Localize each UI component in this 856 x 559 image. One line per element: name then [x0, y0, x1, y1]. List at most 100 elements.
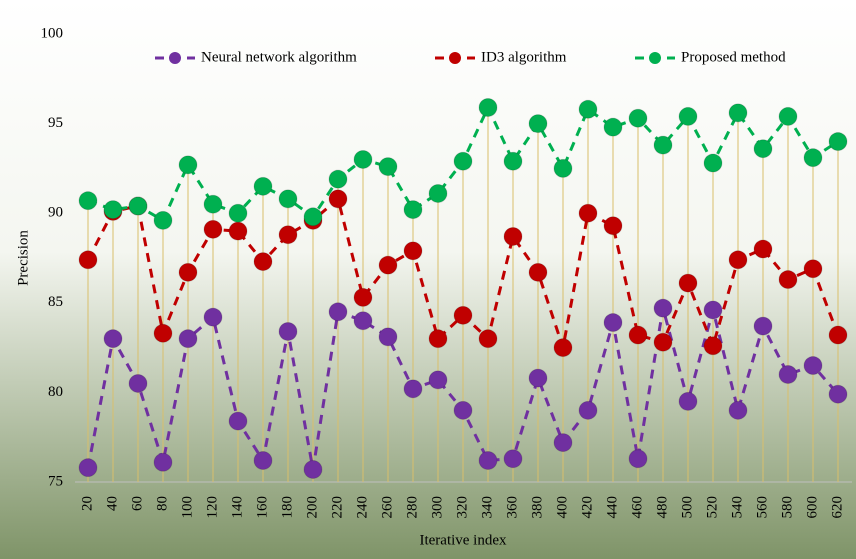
point [428, 329, 448, 349]
point [828, 384, 848, 404]
x-tick-label: 160 [254, 496, 270, 519]
x-tick-label: 120 [204, 496, 220, 519]
point [653, 298, 673, 318]
point [428, 183, 448, 203]
point [703, 336, 723, 356]
x-tick-label: 520 [704, 496, 720, 519]
legend-marker [449, 52, 461, 64]
point [578, 99, 598, 119]
point [353, 287, 373, 307]
point [678, 273, 698, 293]
point [503, 226, 523, 246]
point [653, 332, 673, 352]
point [628, 325, 648, 345]
x-tick-label: 100 [179, 496, 195, 519]
point [228, 411, 248, 431]
point [778, 270, 798, 290]
point [103, 200, 123, 220]
x-tick-label: 480 [654, 496, 670, 519]
x-tick-label: 500 [679, 496, 695, 519]
point [153, 323, 173, 343]
x-tick-label: 560 [754, 496, 770, 519]
point [553, 433, 573, 453]
x-tick-label: 540 [729, 496, 745, 519]
point [228, 221, 248, 241]
legend-label: Proposed method [681, 49, 786, 65]
point [528, 114, 548, 134]
point [478, 329, 498, 349]
point [753, 139, 773, 159]
point [303, 207, 323, 227]
point [603, 117, 623, 137]
x-tick-label: 220 [329, 496, 345, 519]
point [703, 153, 723, 173]
x-axis-label: Iterative index [419, 532, 507, 548]
x-tick-label: 460 [629, 496, 645, 519]
point [278, 321, 298, 341]
point [578, 400, 598, 420]
point [203, 307, 223, 327]
y-axis-label: Precision [15, 230, 31, 286]
x-tick-label: 580 [779, 496, 795, 519]
y-tick-label: 90 [48, 205, 63, 221]
legend-marker [169, 52, 181, 64]
x-tick-label: 340 [479, 496, 495, 519]
x-tick-label: 260 [379, 496, 395, 519]
x-tick-label: 300 [429, 496, 445, 519]
point [553, 158, 573, 178]
point [728, 103, 748, 123]
point [253, 176, 273, 196]
point [253, 252, 273, 272]
point [78, 458, 98, 478]
point [778, 364, 798, 384]
x-tick-label: 140 [229, 496, 245, 519]
point [278, 225, 298, 245]
point [353, 311, 373, 331]
point [178, 155, 198, 175]
point [253, 450, 273, 470]
point [153, 452, 173, 472]
x-tick-label: 380 [529, 496, 545, 519]
x-tick-label: 600 [804, 496, 820, 519]
point [553, 338, 573, 358]
point [753, 316, 773, 336]
point [828, 132, 848, 152]
point [478, 97, 498, 117]
x-tick-label: 240 [354, 496, 370, 519]
point [628, 449, 648, 469]
y-tick-label: 100 [41, 25, 64, 41]
point [503, 449, 523, 469]
x-tick-label: 440 [604, 496, 620, 519]
point [528, 262, 548, 282]
y-tick-label: 80 [48, 384, 63, 400]
point [453, 400, 473, 420]
point [603, 216, 623, 236]
point [178, 262, 198, 282]
x-tick-label: 60 [129, 496, 145, 511]
point [328, 302, 348, 322]
point [453, 305, 473, 325]
point [628, 108, 648, 128]
point [828, 325, 848, 345]
point [428, 370, 448, 390]
point [753, 239, 773, 259]
x-tick-label: 400 [554, 496, 570, 519]
point [203, 194, 223, 214]
x-tick-label: 420 [579, 496, 595, 519]
y-tick-label: 85 [48, 294, 63, 310]
point [403, 200, 423, 220]
x-tick-label: 360 [504, 496, 520, 519]
point [353, 149, 373, 169]
point [803, 148, 823, 168]
point [403, 379, 423, 399]
x-tick-label: 200 [304, 496, 320, 519]
x-tick-label: 40 [104, 496, 120, 511]
point [678, 391, 698, 411]
point [678, 106, 698, 126]
point [378, 327, 398, 347]
point [203, 219, 223, 239]
point [303, 459, 323, 479]
x-tick-label: 620 [829, 496, 845, 519]
